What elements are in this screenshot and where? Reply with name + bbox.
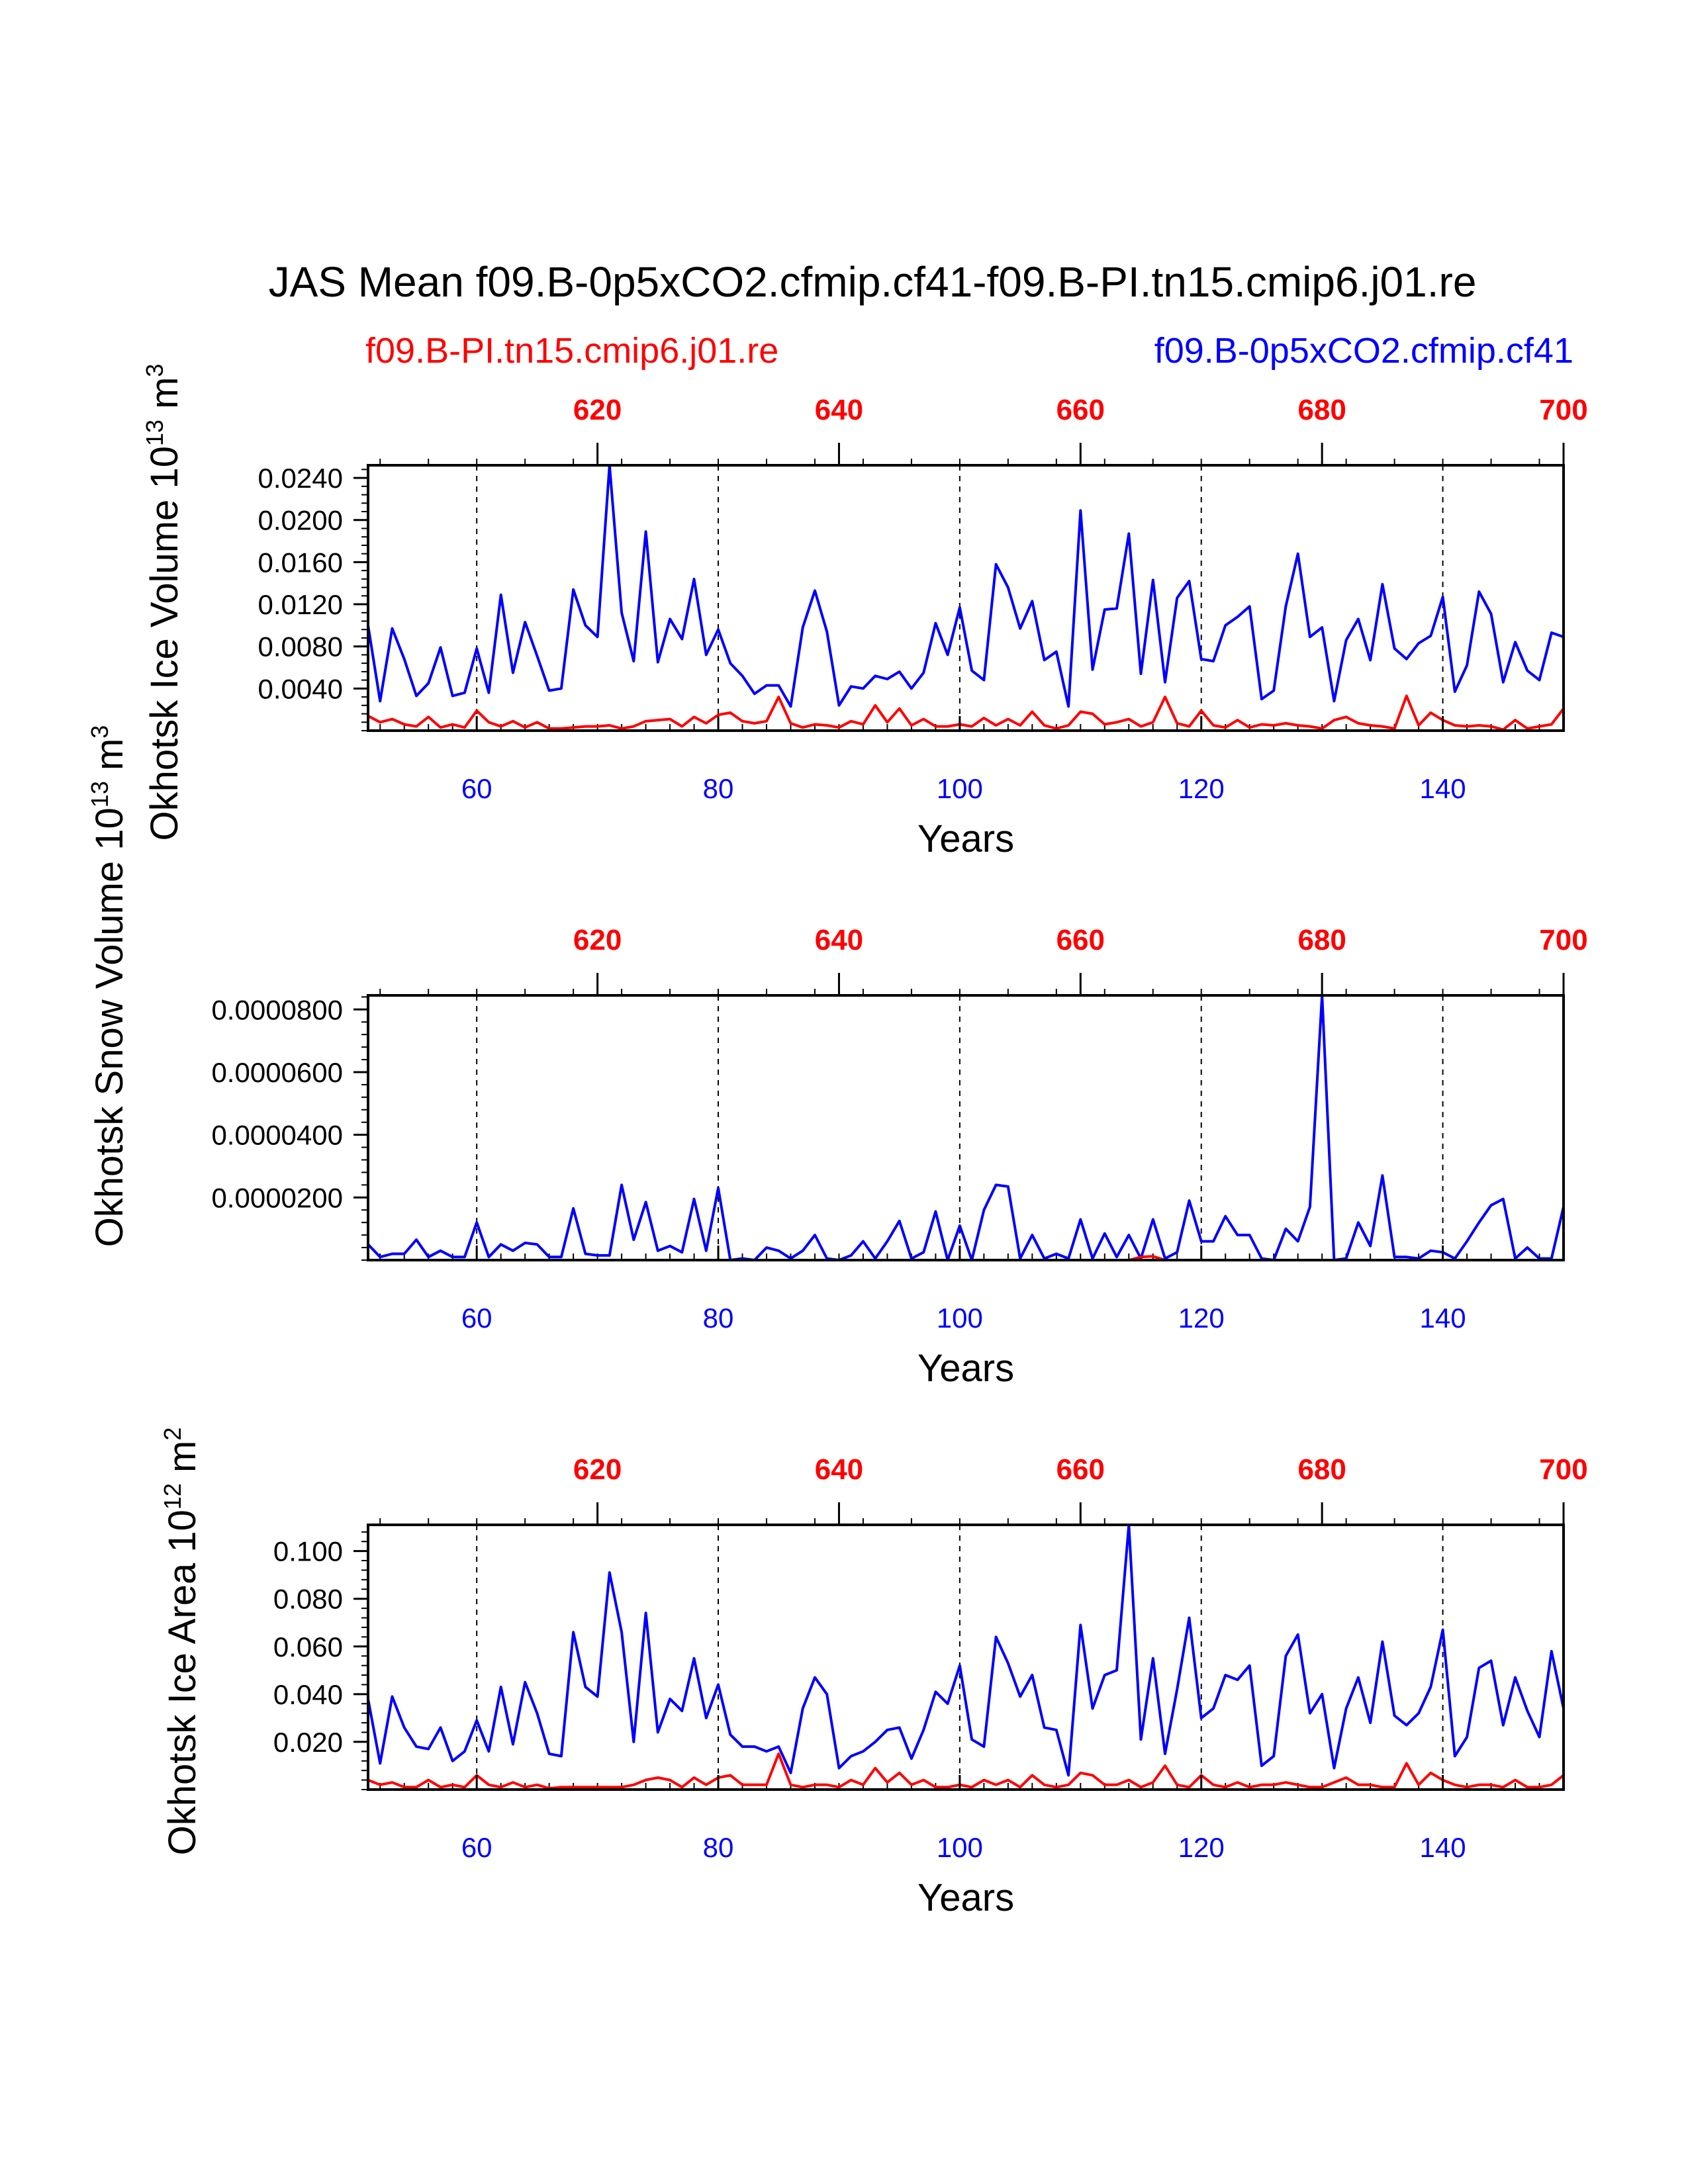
x-tick-label: 100 [937, 1832, 983, 1863]
figure-title: JAS Mean f09.B-0p5xCO2.cfmip.cf41-f09.B-… [269, 258, 1477, 306]
series-line-red [367, 1752, 1565, 1790]
y-axis-label-part: 12 [159, 1483, 186, 1510]
y-axis-label-part: Okhotsk Snow Volume 10 [88, 807, 131, 1247]
x-tick-label: 140 [1420, 773, 1466, 804]
y-axis-label: Okhotsk Ice Volume 1013 m3 [141, 364, 186, 841]
y-tick-label: 0.0000600 [211, 1057, 343, 1088]
top-x-tick-label: 640 [815, 924, 863, 956]
x-tick-label: 120 [1178, 773, 1225, 804]
legend-left-label: f09.B-PI.tn15.cmip6.j01.re [365, 331, 778, 371]
x-tick-label: 120 [1178, 1832, 1225, 1863]
series-line-blue [367, 464, 1564, 708]
x-tick-label: 80 [703, 773, 734, 804]
x-tick-label: 100 [937, 773, 983, 804]
series-line-blue [367, 1524, 1565, 1777]
legend-right-label: f09.B-0p5xCO2.cfmip.cf41 [1154, 331, 1573, 371]
y-axis-label: Okhotsk Ice Area 1012 m2 [159, 1428, 204, 1856]
y-tick-label: 0.0120 [258, 589, 343, 620]
x-tick-label: 60 [461, 1832, 492, 1863]
top-x-tick-label: 700 [1539, 924, 1587, 956]
y-axis-label-part: m [88, 739, 131, 781]
y-tick-label: 0.0000400 [211, 1120, 343, 1151]
top-x-tick-label: 660 [1056, 394, 1105, 426]
y-axis-label-part: 3 [86, 725, 113, 739]
y-tick-label: 0.0200 [258, 505, 343, 536]
y-axis-label-part: 13 [141, 420, 168, 446]
y-axis-label-part: m [161, 1441, 204, 1483]
top-x-tick-label: 680 [1297, 1453, 1346, 1486]
y-tick-label: 0.080 [273, 1584, 343, 1615]
panel-3: 60 80 100 120 140 620 640 660 680 700 0.020 0.040 0.… [159, 1428, 1588, 1919]
top-x-tick-label: 700 [1539, 394, 1587, 426]
x-axis-label: Years [917, 817, 1014, 860]
x-tick-label: 80 [703, 1302, 734, 1334]
top-x-tick-label: 700 [1539, 1453, 1587, 1486]
y-tick-label: 0.0000200 [211, 1182, 343, 1213]
top-x-tick-label: 680 [1297, 924, 1346, 956]
y-tick-label: 0.0000800 [211, 994, 343, 1025]
top-x-tick-label: 640 [815, 394, 863, 426]
x-tick-label: 140 [1420, 1302, 1466, 1334]
y-axis-label-part: Okhotsk Ice Area 10 [161, 1510, 204, 1855]
top-x-tick-label: 680 [1297, 394, 1346, 426]
x-tick-label: 140 [1420, 1832, 1466, 1863]
top-x-tick-label: 660 [1056, 924, 1105, 956]
panels: 60 80 100 120 140 620 640 660 680 700 0.0040 0.0080… [86, 364, 1588, 1919]
y-tick-label: 0.100 [273, 1536, 343, 1567]
y-axis-label-part: m [143, 377, 186, 420]
top-x-tick-label: 640 [815, 1453, 863, 1486]
y-tick-label: 0.0240 [258, 463, 343, 494]
x-tick-label: 80 [703, 1832, 734, 1863]
y-axis-label-part: 2 [159, 1428, 186, 1441]
top-x-tick-label: 660 [1056, 1453, 1105, 1486]
x-axis-label: Years [917, 1876, 1014, 1919]
top-x-tick-label: 620 [573, 394, 622, 426]
top-x-tick-label: 620 [573, 924, 622, 956]
y-tick-label: 0.040 [273, 1679, 343, 1710]
y-axis-label-part: Okhotsk Ice Volume 10 [143, 446, 186, 841]
series-line-blue [367, 994, 1565, 1261]
series-line-red [367, 694, 1565, 731]
x-tick-label: 60 [461, 1302, 492, 1334]
y-tick-label: 0.020 [273, 1727, 343, 1758]
plot-frame [367, 1524, 1565, 1791]
x-tick-label: 120 [1178, 1302, 1225, 1334]
top-x-tick-label: 620 [573, 1453, 622, 1486]
plot-frame [367, 994, 1565, 1261]
x-tick-label: 60 [461, 773, 492, 804]
panel-2: 60 80 100 120 140 620 640 660 680 700 0.0000200 0.0… [86, 725, 1588, 1390]
y-axis-label: Okhotsk Snow Volume 1013 m3 [86, 725, 131, 1248]
x-tick-label: 100 [937, 1302, 983, 1334]
y-tick-label: 0.0080 [258, 631, 343, 662]
x-axis-label: Years [917, 1347, 1014, 1390]
y-axis-label-part: 13 [86, 781, 113, 807]
y-axis-label-part: 3 [141, 364, 168, 377]
y-tick-label: 0.0040 [258, 673, 343, 704]
plot-frame [367, 464, 1565, 732]
y-tick-label: 0.060 [273, 1631, 343, 1662]
y-tick-label: 0.0160 [258, 547, 343, 578]
panel-1: 60 80 100 120 140 620 640 660 680 700 0.0040 0.0080… [141, 364, 1588, 860]
